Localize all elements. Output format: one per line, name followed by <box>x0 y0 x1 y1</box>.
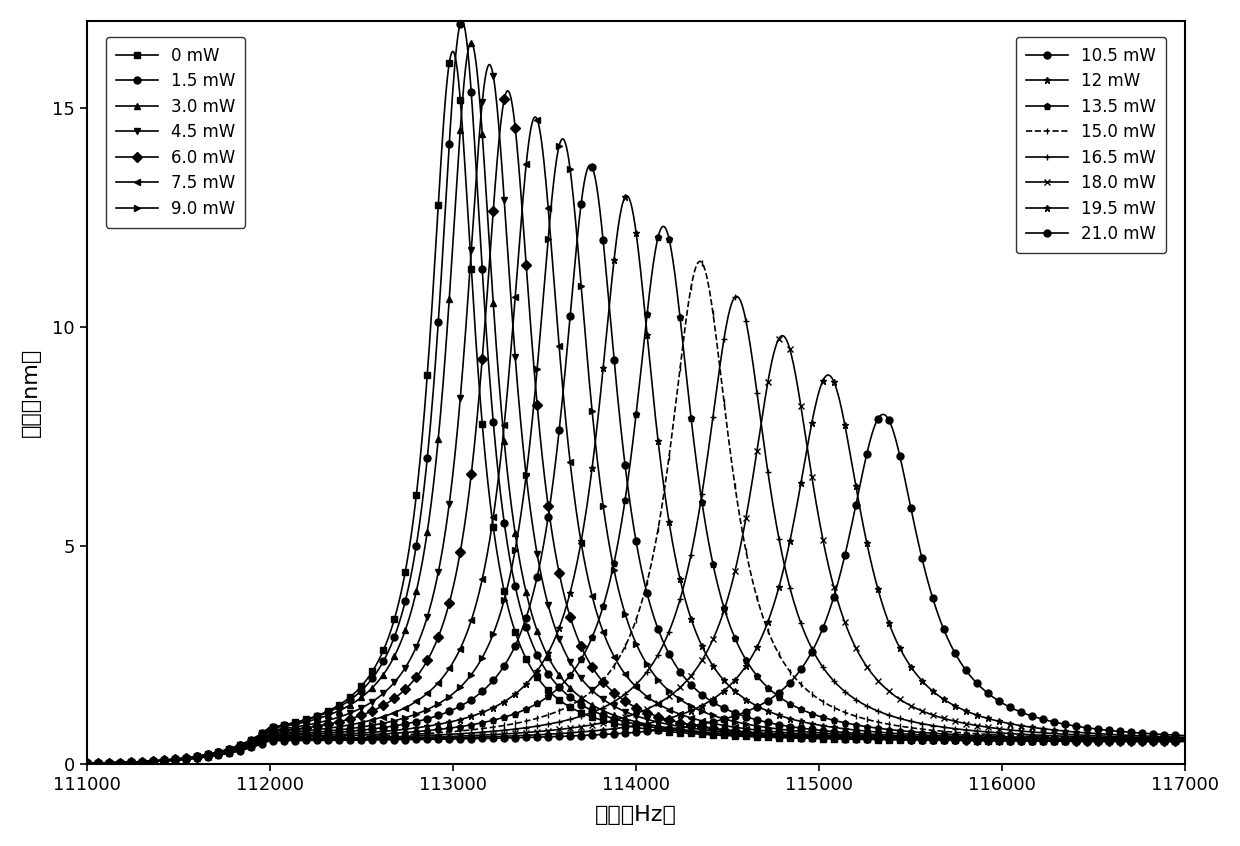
X-axis label: 频率（Hz）: 频率（Hz） <box>595 805 677 825</box>
Legend: 10.5 mW, 12 mW, 13.5 mW, 15.0 mW, 16.5 mW, 18.0 mW, 19.5 mW, 21.0 mW: 10.5 mW, 12 mW, 13.5 mW, 15.0 mW, 16.5 m… <box>1016 36 1166 253</box>
Y-axis label: 振幅（nm）: 振幅（nm） <box>21 348 41 437</box>
